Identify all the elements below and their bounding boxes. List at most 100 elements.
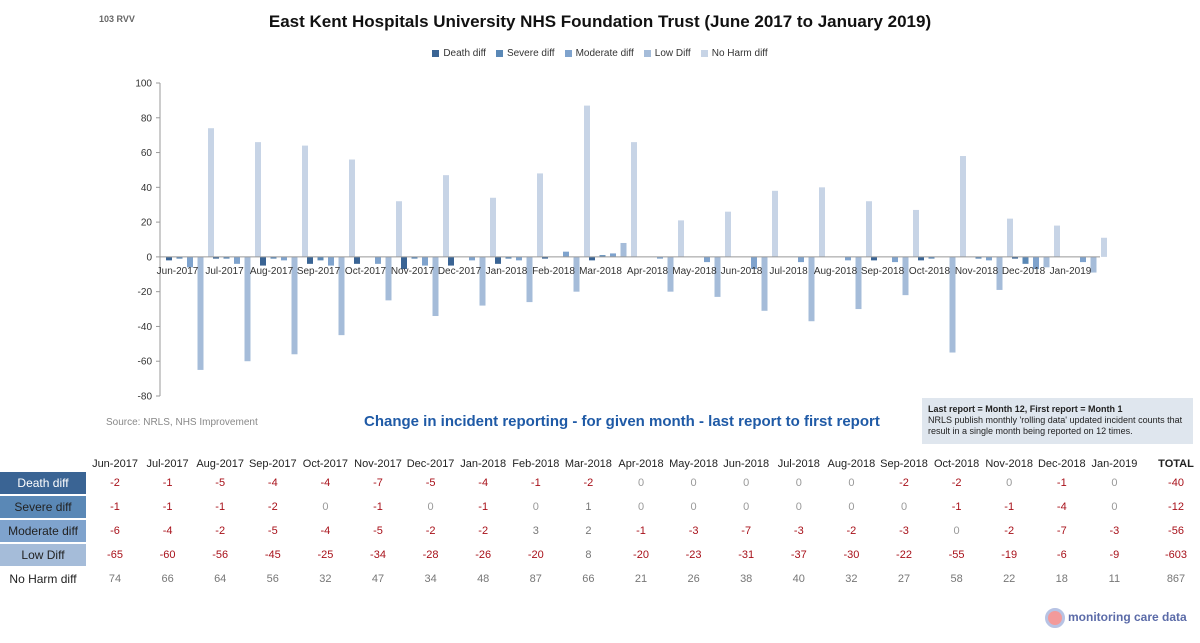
- bar-no-harm-diff: [208, 128, 214, 257]
- table-cell: -26: [475, 549, 492, 561]
- table-header-cell: Jul-2018: [777, 458, 820, 470]
- x-tick-label: Sep-2017: [297, 266, 341, 277]
- bar-no-harm-diff: [678, 220, 684, 257]
- table-cell: -4: [1056, 501, 1067, 513]
- table-row-label: Low Diff: [0, 544, 86, 566]
- legend-item: Moderate diff: [564, 48, 634, 59]
- table-cell: -2: [425, 525, 436, 537]
- x-tick-label: Oct-2018: [909, 266, 951, 277]
- table-row: Low Diff -65 -60 -56 -45 -25 -34 -28 -26 -20 8 -20 -…: [0, 544, 1200, 567]
- bar-low-diff: [808, 256, 815, 322]
- table-cell: 0: [743, 501, 750, 513]
- bar-severe-diff: [223, 256, 230, 259]
- table-cell: -4: [320, 525, 331, 537]
- table-header-cell: May-2018: [669, 458, 719, 470]
- bar-death-diff: [401, 256, 407, 270]
- x-tick-label: May-2018: [672, 266, 717, 277]
- bar-moderate-diff: [704, 256, 710, 263]
- table-cell: 66: [582, 573, 595, 585]
- table-cell: 0: [795, 501, 802, 513]
- table-header-cell: Nov-2018: [985, 458, 1034, 470]
- table-cell: 0: [900, 501, 908, 513]
- x-tick-label: Feb-2018: [532, 266, 575, 277]
- logo: monitoring care data: [1045, 608, 1187, 628]
- table-header-total: TOTAL: [1158, 458, 1194, 470]
- x-tick-label: Jan-2019: [1050, 266, 1092, 277]
- table-cell: -6: [110, 525, 120, 537]
- legend-item: Severe diff: [495, 48, 555, 59]
- bar-low-diff: [479, 256, 486, 306]
- table-header-cell: Jun-2017: [92, 458, 138, 470]
- table-total-cell: -603: [1164, 549, 1188, 561]
- y-tick-label: -20: [138, 287, 153, 298]
- table-total-cell: -56: [1168, 525, 1184, 537]
- bar-death-diff: [448, 256, 454, 266]
- x-tick-label: Nov-2017: [391, 266, 435, 277]
- y-tick-label: -80: [138, 392, 153, 403]
- table-cell: -25: [317, 549, 334, 561]
- table-cell: -20: [633, 549, 649, 561]
- table-cell: -2: [267, 501, 278, 513]
- table-header-cell: Jan-2018: [460, 458, 507, 470]
- table-total-cell: -40: [1168, 477, 1184, 489]
- bar-low-diff: [573, 256, 580, 292]
- bar-no-harm-diff: [537, 173, 543, 257]
- table-cell: -20: [527, 549, 544, 561]
- table-cell: -37: [790, 549, 807, 561]
- bar-chart: -80 -60 -40 -20 0 20 40 60 80 100 Jun-2017 Jul-2017…: [135, 79, 1107, 403]
- logo-text: monitoring care data: [1068, 610, 1187, 625]
- bar-death-diff: [307, 256, 313, 264]
- table-cell: 27: [897, 573, 911, 585]
- table-cell: 48: [477, 573, 490, 585]
- table-cell: -4: [320, 477, 331, 489]
- table-cell: 0: [848, 477, 855, 489]
- table-cell: 38: [740, 573, 753, 585]
- table-cell: -31: [738, 549, 755, 561]
- table-cell: 0: [427, 501, 434, 513]
- y-tick-label: -60: [138, 357, 153, 368]
- legend-item: No Harm diff: [700, 48, 768, 59]
- table-cell: -1: [373, 501, 383, 513]
- source-note: Source: NRLS, NHS Improvement: [106, 417, 258, 428]
- table-cell: 64: [214, 573, 227, 585]
- chart-title: East Kent Hospitals University NHS Found…: [268, 12, 932, 31]
- table-cell: 32: [319, 573, 332, 585]
- bar-no-harm-diff: [302, 145, 308, 257]
- table-cell: -55: [948, 549, 965, 561]
- table-cell: 3: [532, 525, 539, 537]
- table-header-cell: Jan-2019: [1091, 458, 1138, 470]
- bar-moderate-diff: [563, 251, 569, 257]
- table-cell: 22: [1003, 573, 1016, 585]
- table-cell: 21: [634, 573, 648, 585]
- table-cell: -34: [370, 549, 386, 561]
- bar-severe-diff: [176, 256, 183, 259]
- table-cell: 8: [585, 549, 592, 561]
- table-header-cell: Jun-2018: [723, 458, 770, 470]
- legend-swatch: [700, 49, 708, 57]
- bar-no-harm-diff: [255, 142, 261, 257]
- table-header-cell: Oct-2017: [302, 458, 349, 470]
- legend-label: Severe diff: [506, 48, 555, 59]
- table-cell: -3: [688, 525, 699, 537]
- table-cell: -5: [373, 525, 383, 537]
- chart-legend: Death diff Severe diff Moderate diff Low Di…: [0, 48, 1200, 59]
- table-cell: -3: [793, 525, 804, 537]
- y-tick-label: 100: [135, 79, 152, 90]
- x-tick-label: Dec-2018: [1002, 266, 1046, 277]
- bar-death-diff: [495, 256, 501, 264]
- table-header-cell: Oct-2018: [933, 458, 980, 470]
- bar-low-diff: [902, 256, 909, 296]
- table-cell: -22: [896, 549, 912, 561]
- x-tick-label: Jun-2018: [721, 266, 763, 277]
- bar-no-harm-diff: [490, 197, 496, 257]
- x-tick-label: Mar-2018: [579, 266, 622, 277]
- x-tick-label: Nov-2018: [955, 266, 999, 277]
- bar-no-harm-diff: [1101, 237, 1107, 257]
- table-cell: -1: [1004, 501, 1015, 513]
- table-cell: 0: [690, 477, 697, 489]
- table-cell: 66: [161, 573, 174, 585]
- legend-swatch: [643, 49, 651, 57]
- table-cell: 11: [1108, 573, 1121, 585]
- table-header-cell: Nov-2017: [354, 458, 402, 470]
- table-cell: 87: [529, 573, 542, 585]
